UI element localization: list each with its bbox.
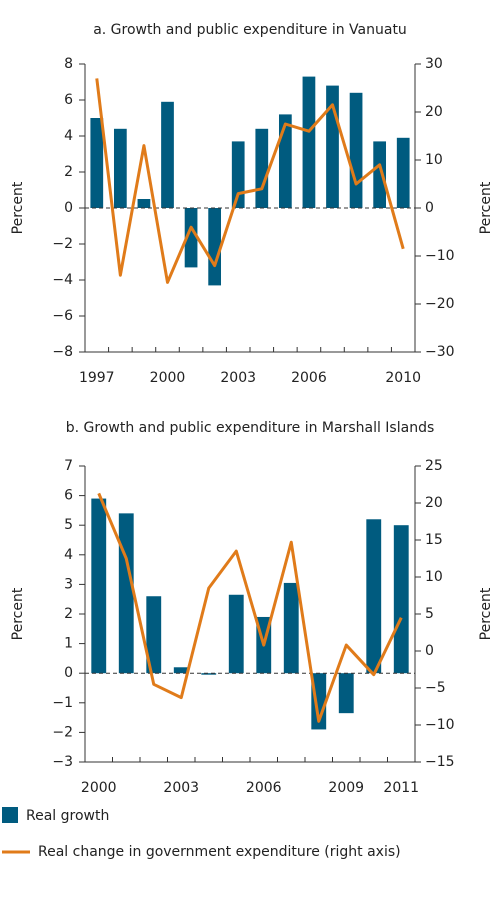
bar bbox=[161, 101, 174, 208]
bar bbox=[184, 208, 198, 268]
chart-title: b. Growth and public expenditure in Mars… bbox=[66, 420, 435, 436]
y-tick-label: 0 bbox=[64, 200, 73, 216]
bar bbox=[201, 673, 217, 675]
x-tick-label: 2006 bbox=[246, 780, 282, 796]
chart-title: a. Growth and public expenditure in Vanu… bbox=[93, 22, 407, 38]
y-tick-label: −8 bbox=[52, 344, 73, 360]
y2-tick-label: 15 bbox=[425, 532, 443, 548]
bar bbox=[90, 118, 104, 208]
bar bbox=[173, 667, 189, 674]
y-tick-label: 4 bbox=[64, 547, 73, 563]
x-tick-label: 2003 bbox=[163, 780, 199, 796]
bar bbox=[255, 128, 269, 208]
y-tick-label: 5 bbox=[64, 517, 73, 533]
x-tick-label: 2006 bbox=[291, 370, 327, 386]
x-tick-label: 2000 bbox=[150, 370, 186, 386]
bar bbox=[91, 498, 107, 674]
y2-tick-label: −10 bbox=[425, 717, 455, 733]
y-tick-label: 6 bbox=[64, 488, 73, 504]
bar bbox=[231, 141, 245, 208]
y-tick-label: −4 bbox=[52, 272, 73, 288]
x-tick-label: 1997 bbox=[79, 370, 115, 386]
y2-tick-label: 5 bbox=[425, 606, 434, 622]
bar bbox=[228, 594, 244, 674]
bar bbox=[302, 76, 316, 208]
y-tick-label: 2 bbox=[64, 606, 73, 622]
y2-tick-label: 0 bbox=[425, 200, 434, 216]
y-tick-label: 0 bbox=[64, 665, 73, 681]
bar bbox=[146, 596, 162, 674]
y-tick-label: 6 bbox=[64, 92, 73, 108]
y2-axis-label: Percent bbox=[478, 587, 494, 640]
y-tick-label: −6 bbox=[52, 308, 73, 324]
y-tick-label: 7 bbox=[64, 458, 73, 474]
x-tick-label: 2011 bbox=[383, 780, 419, 796]
y2-tick-label: −10 bbox=[425, 248, 455, 264]
bar bbox=[278, 114, 292, 208]
y-axis-label: Percent bbox=[10, 181, 26, 234]
x-tick-label: 2003 bbox=[220, 370, 256, 386]
bar bbox=[349, 92, 363, 208]
x-tick-label: 2009 bbox=[328, 780, 364, 796]
bar bbox=[137, 199, 151, 208]
y2-tick-label: −15 bbox=[425, 754, 455, 770]
x-tick-label: 2000 bbox=[81, 780, 117, 796]
y-tick-label: 2 bbox=[64, 164, 73, 180]
y-tick-label: 1 bbox=[64, 636, 73, 652]
y2-tick-label: 0 bbox=[425, 643, 434, 659]
y-tick-label: 4 bbox=[64, 128, 73, 144]
bar bbox=[283, 582, 299, 674]
bar bbox=[113, 128, 127, 208]
bar bbox=[393, 525, 409, 674]
legend-swatch bbox=[2, 807, 18, 823]
legend-label: Real change in government expenditure (r… bbox=[38, 844, 401, 860]
y-axis-label: Percent bbox=[10, 587, 26, 640]
y2-tick-label: 20 bbox=[425, 495, 443, 511]
y2-tick-label: 30 bbox=[425, 56, 443, 72]
y-tick-label: −3 bbox=[52, 754, 73, 770]
bar bbox=[338, 673, 354, 714]
y2-tick-label: 10 bbox=[425, 569, 443, 585]
line bbox=[97, 492, 403, 723]
y2-tick-label: −30 bbox=[425, 344, 455, 360]
y2-tick-label: −20 bbox=[425, 296, 455, 312]
bar bbox=[373, 141, 387, 208]
bar bbox=[208, 208, 222, 286]
y2-tick-label: 25 bbox=[425, 458, 443, 474]
y-tick-label: −2 bbox=[52, 236, 73, 252]
y-tick-label: −2 bbox=[52, 724, 73, 740]
y-tick-label: 8 bbox=[64, 56, 73, 72]
y2-axis-label: Percent bbox=[478, 181, 494, 234]
y-tick-label: 3 bbox=[64, 576, 73, 592]
legend-label: Real growth bbox=[26, 808, 109, 824]
y2-tick-label: 20 bbox=[425, 104, 443, 120]
bar bbox=[396, 137, 410, 208]
x-tick-label: 2010 bbox=[385, 370, 421, 386]
y2-tick-label: −5 bbox=[425, 680, 446, 696]
y-tick-label: −1 bbox=[52, 695, 73, 711]
bar bbox=[366, 519, 382, 674]
y2-tick-label: 10 bbox=[425, 152, 443, 168]
line bbox=[95, 78, 405, 284]
bar bbox=[118, 513, 134, 674]
